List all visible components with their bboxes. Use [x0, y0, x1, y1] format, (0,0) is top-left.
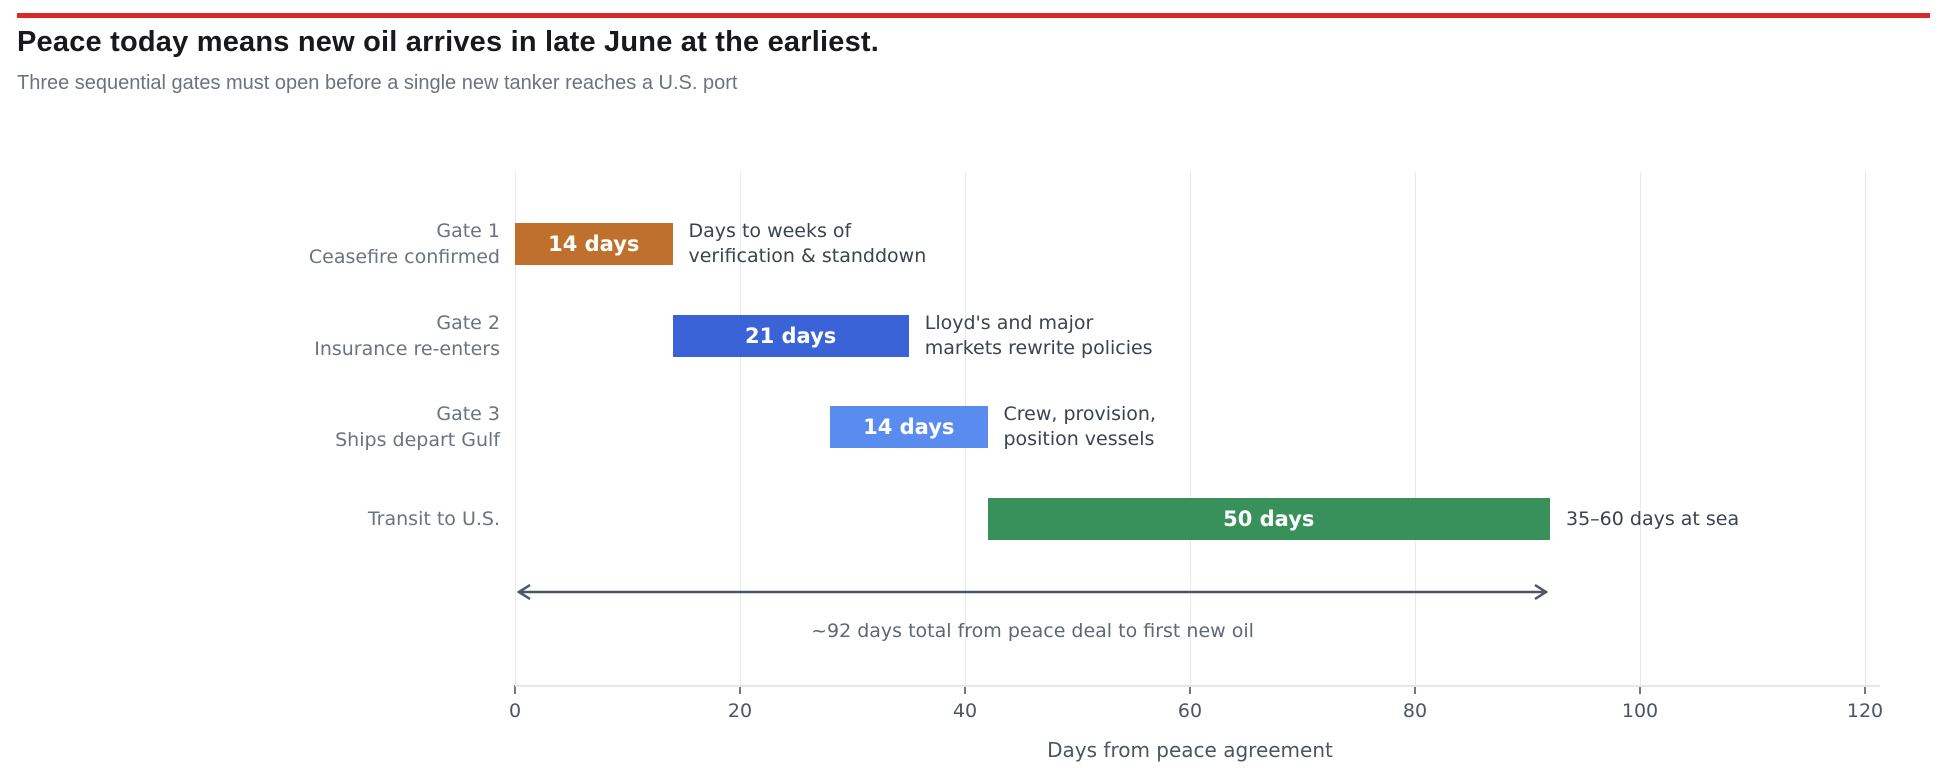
top-accent-rule: [17, 13, 1930, 18]
x-axis-tick-label: 80: [1402, 700, 1428, 722]
x-axis-tick: [1414, 685, 1416, 694]
row-label-line: Gate 3: [436, 403, 500, 426]
task-bar-4: 50 days: [987, 498, 1550, 541]
bar-duration-label: 14 days: [863, 415, 955, 440]
row-label-3: Gate 3 Ships depart Gulf: [180, 401, 500, 453]
annotation-3: Crew, provision, position vessels: [1004, 402, 1156, 452]
annotation-2: Lloyd's and major markets rewrite policie…: [925, 311, 1153, 361]
annotation-1: Days to weeks of verification & standdown: [689, 219, 927, 269]
x-axis-tick-label: 20: [727, 700, 753, 722]
bar-duration-label: 14 days: [548, 232, 640, 256]
annotation-line: 35–60 days at sea: [1566, 507, 1740, 530]
x-axis-line: [515, 685, 1880, 687]
row-label-line: Ships depart Gulf: [335, 429, 500, 452]
x-axis-tick-label: 60: [1177, 700, 1203, 722]
row-label-1: Gate 1 Ceasefire confirmed: [180, 218, 500, 270]
task-bar-2: 21 days: [672, 314, 909, 357]
page-subtitle: Three sequential gates must open before …: [17, 72, 738, 94]
row-label-line: Ceasefire confirmed: [308, 246, 500, 268]
total-span-arrow: [516, 583, 1549, 601]
page-title: Peace today means new oil arrives in lat…: [17, 26, 880, 58]
row-label-line: Transit to U.S.: [367, 508, 500, 531]
x-axis-tick: [964, 685, 966, 694]
row-label-2: Gate 2 Insurance re-enters: [180, 310, 500, 362]
gridline: [1190, 172, 1191, 685]
total-span-label: ~92 days total from peace deal to first …: [811, 620, 1254, 642]
row-label-line: Insurance re-enters: [314, 337, 500, 360]
x-axis-tick: [1189, 685, 1191, 694]
annotation-line: Crew, provision,: [1003, 403, 1156, 426]
x-axis-tick-label: 120: [1846, 700, 1884, 722]
row-label-line: Gate 2: [436, 311, 500, 334]
x-axis-tick-label: 100: [1621, 700, 1659, 722]
annotation-line: Lloyd's and major: [924, 311, 1094, 334]
x-axis-tick: [514, 685, 516, 694]
bar-duration-label: 50 days: [1223, 507, 1315, 532]
x-axis-tick-label: 40: [952, 700, 978, 722]
x-axis-tick: [739, 685, 741, 694]
annotation-line: position vessels: [1003, 428, 1155, 451]
row-label-4: Transit to U.S.: [180, 506, 500, 532]
x-axis-tick: [1864, 685, 1866, 694]
gridline: [1640, 172, 1641, 685]
gridline: [1865, 172, 1866, 685]
bar-duration-label: 21 days: [744, 323, 837, 348]
task-bar-1: 14 days: [515, 223, 673, 265]
annotation-line: verification & standdown: [688, 245, 927, 267]
annotation-line: markets rewrite policies: [924, 336, 1153, 359]
x-axis-title: Days from peace agreement: [1047, 738, 1333, 762]
annotation-line: Days to weeks of: [688, 220, 852, 242]
annotation-4: 35–60 days at sea: [1566, 507, 1739, 532]
gridline: [1415, 172, 1416, 685]
row-label-line: Gate 1: [436, 220, 500, 242]
x-axis-tick: [1639, 685, 1641, 694]
x-axis-tick-label: 0: [508, 700, 522, 722]
gridline: [515, 172, 516, 685]
gridline: [740, 172, 741, 685]
task-bar-3: 14 days: [830, 406, 988, 449]
